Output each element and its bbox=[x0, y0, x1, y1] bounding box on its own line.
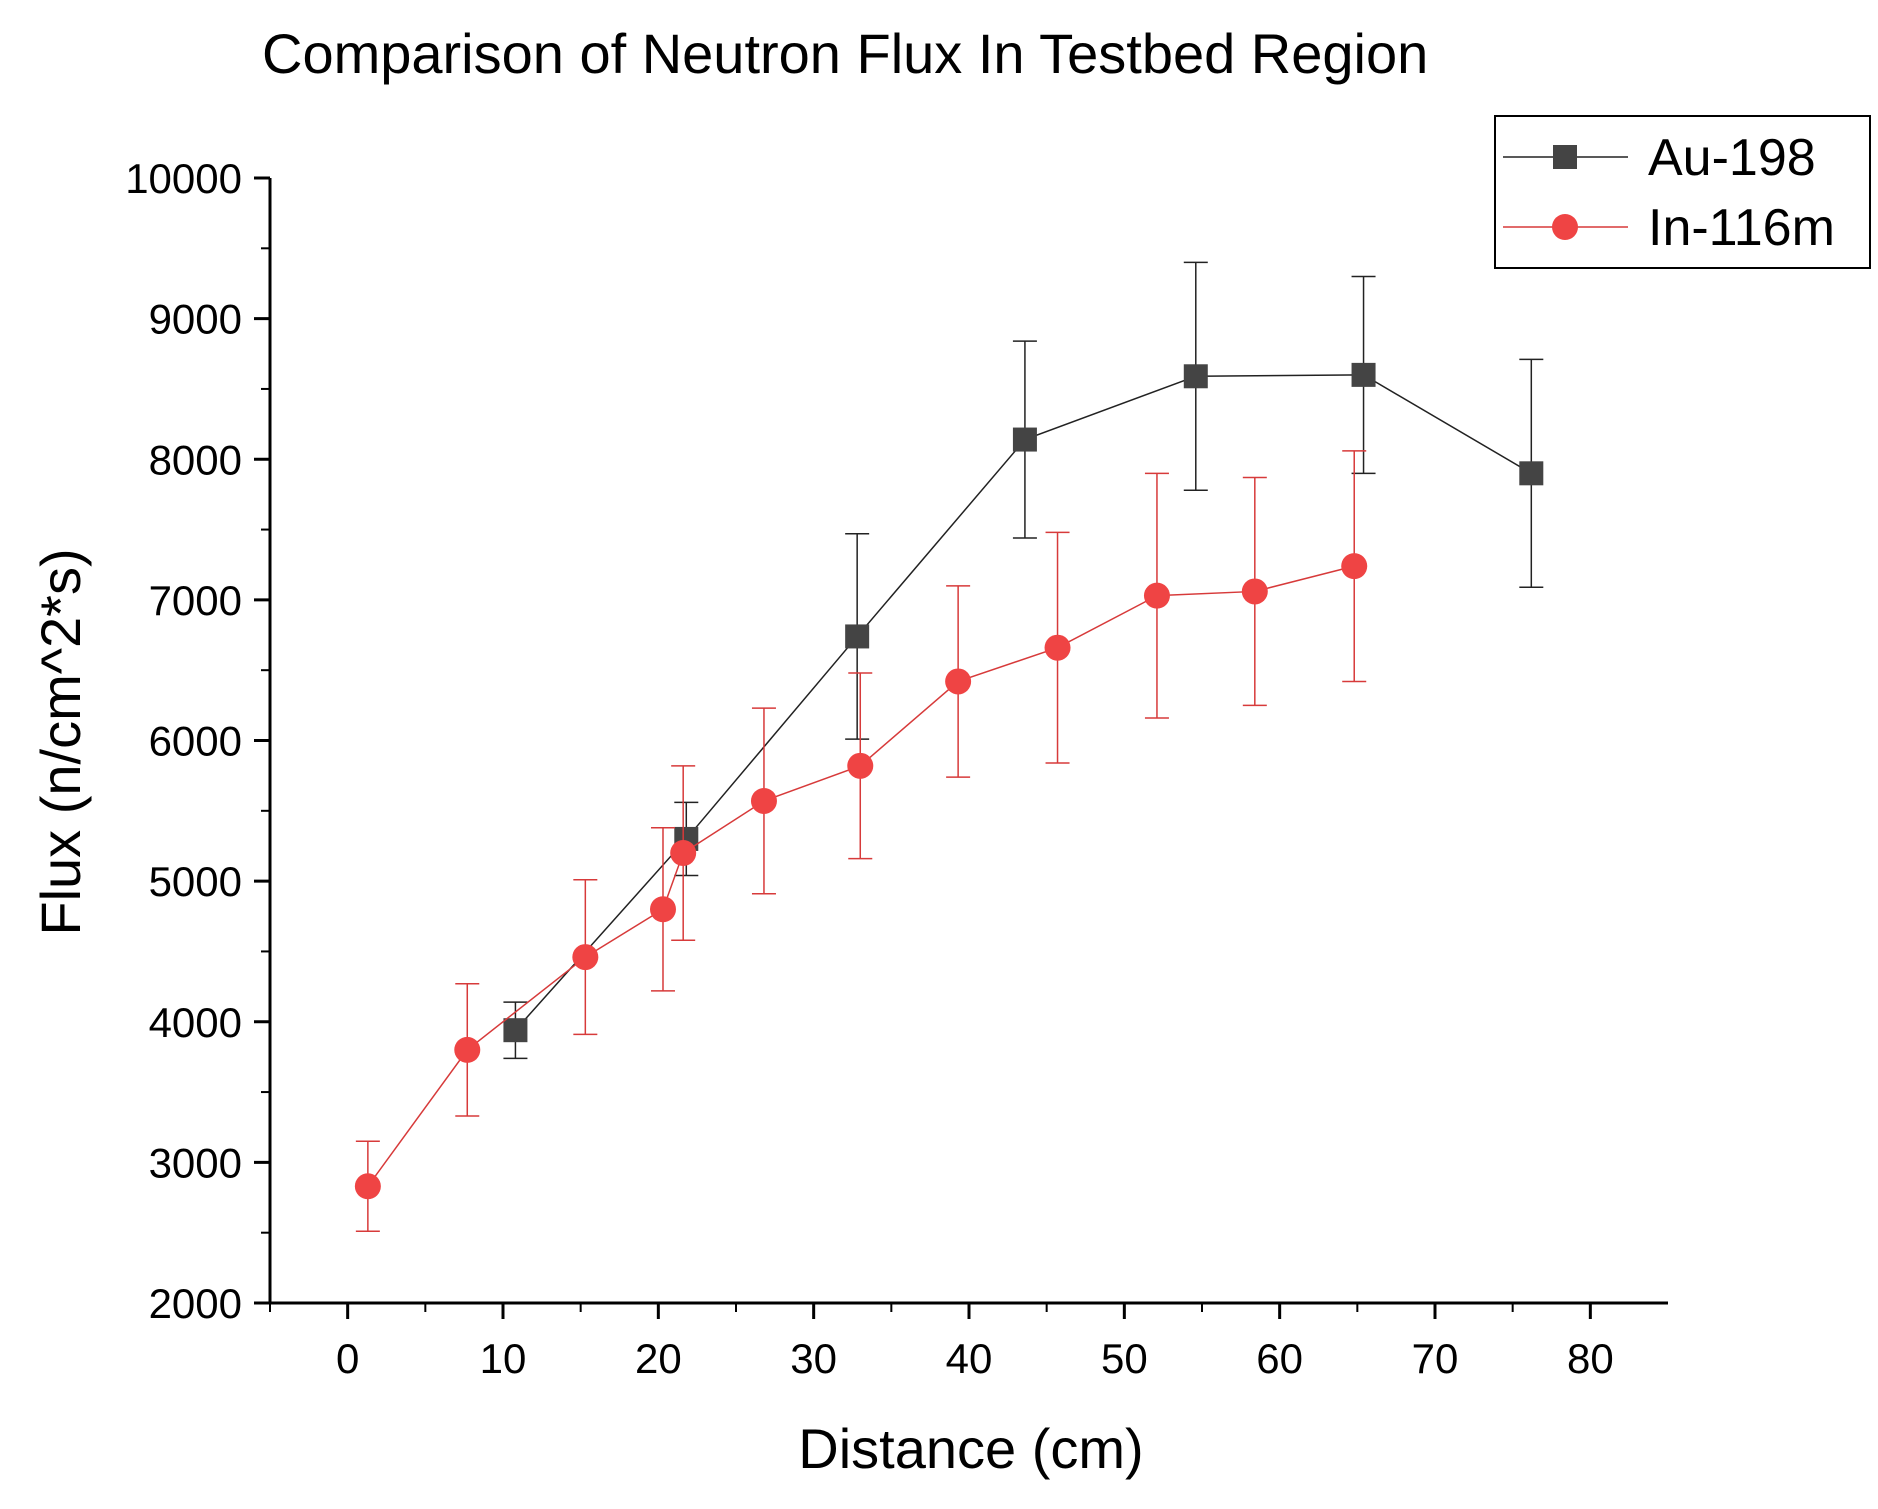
y-tick-label: 9000 bbox=[149, 296, 242, 343]
data-point bbox=[1519, 461, 1544, 486]
legend-box bbox=[1494, 115, 1871, 269]
data-point bbox=[1044, 634, 1071, 661]
data-point bbox=[354, 1173, 381, 1200]
data-point bbox=[503, 1018, 528, 1043]
x-axis-title: Distance (cm) bbox=[798, 1417, 1143, 1480]
y-tick-label: 8000 bbox=[149, 436, 242, 483]
x-tick-label: 40 bbox=[946, 1335, 993, 1382]
legend-label: Au-198 bbox=[1648, 129, 1816, 187]
x-tick-label: 10 bbox=[480, 1335, 527, 1382]
y-tick-label: 10000 bbox=[125, 155, 242, 202]
legend-entry-in-116m: In-116m bbox=[1503, 199, 1835, 257]
x-tick-label: 70 bbox=[1412, 1335, 1459, 1382]
x-tick-label: 0 bbox=[336, 1335, 359, 1382]
y-tick-label: 5000 bbox=[149, 858, 242, 905]
x-tick-label: 30 bbox=[790, 1335, 837, 1382]
legend-entry-au-198: Au-198 bbox=[1503, 129, 1816, 187]
axes: 0 10 20 30 40 50 60 70 80 2000 3000 4000 5000 6000 700… bbox=[125, 155, 1668, 1382]
series-line bbox=[514, 374, 1532, 1031]
y-tick-label: 6000 bbox=[149, 718, 242, 765]
legend-marker bbox=[1552, 214, 1578, 240]
data-point bbox=[1012, 427, 1037, 452]
series-line bbox=[367, 565, 1355, 1187]
y-tick-label: 2000 bbox=[149, 1280, 242, 1327]
plot-area bbox=[354, 261, 1544, 1233]
legend-label: In-116m bbox=[1648, 199, 1835, 257]
x-tick-label: 50 bbox=[1101, 1335, 1148, 1382]
x-tick-label: 20 bbox=[635, 1335, 682, 1382]
x-tick-label: 60 bbox=[1256, 1335, 1303, 1382]
data-point bbox=[1341, 553, 1368, 580]
data-point bbox=[572, 944, 599, 971]
data-point bbox=[847, 752, 874, 779]
data-point bbox=[1183, 364, 1208, 389]
y-axis-title: Flux (n/cm^2*s) bbox=[29, 548, 92, 935]
chart-title: Comparison of Neutron Flux In Testbed Re… bbox=[262, 22, 1428, 85]
series-au-198 bbox=[503, 261, 1544, 1060]
y-tick-label: 4000 bbox=[149, 999, 242, 1046]
data-point bbox=[1241, 578, 1268, 605]
data-point bbox=[649, 896, 676, 923]
x-tick-label: 80 bbox=[1567, 1335, 1614, 1382]
data-point bbox=[670, 840, 697, 866]
data-point bbox=[945, 668, 972, 695]
y-tick-label: 7000 bbox=[149, 577, 242, 624]
legend-marker bbox=[1553, 145, 1577, 169]
legend: Au-198 In-116m bbox=[1494, 115, 1871, 269]
data-point bbox=[750, 787, 777, 814]
data-point bbox=[454, 1036, 481, 1063]
series-in-116m bbox=[354, 450, 1368, 1233]
data-point bbox=[845, 624, 870, 649]
data-point bbox=[1143, 582, 1170, 609]
y-tick-label: 3000 bbox=[149, 1139, 242, 1186]
data-point bbox=[1351, 362, 1376, 387]
